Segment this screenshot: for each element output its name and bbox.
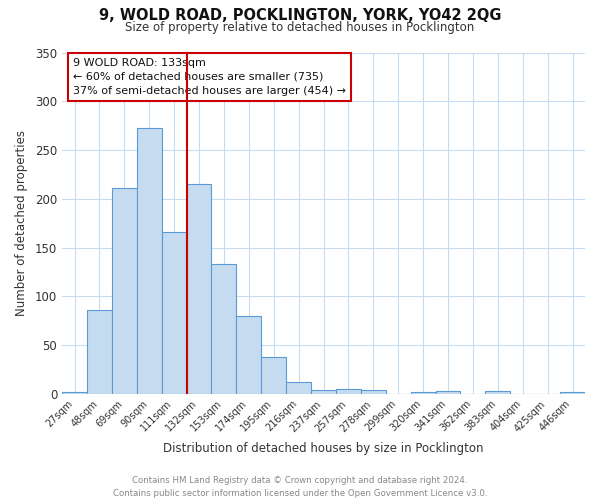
- Bar: [261, 356, 286, 394]
- Text: 9, WOLD ROAD, POCKLINGTON, YORK, YO42 2QG: 9, WOLD ROAD, POCKLINGTON, YORK, YO42 2Q…: [99, 8, 501, 22]
- Bar: [361, 390, 386, 394]
- Bar: [211, 264, 236, 394]
- Bar: [187, 184, 211, 394]
- Bar: [161, 232, 187, 394]
- Y-axis label: Number of detached properties: Number of detached properties: [15, 130, 28, 316]
- Bar: [560, 392, 585, 394]
- Bar: [137, 128, 161, 394]
- X-axis label: Distribution of detached houses by size in Pocklington: Distribution of detached houses by size …: [163, 442, 484, 455]
- Bar: [87, 310, 112, 394]
- Bar: [62, 392, 87, 394]
- Text: Size of property relative to detached houses in Pocklington: Size of property relative to detached ho…: [125, 21, 475, 34]
- Text: Contains HM Land Registry data © Crown copyright and database right 2024.
Contai: Contains HM Land Registry data © Crown c…: [113, 476, 487, 498]
- Bar: [336, 389, 361, 394]
- Bar: [236, 316, 261, 394]
- Bar: [286, 382, 311, 394]
- Bar: [410, 392, 436, 394]
- Bar: [436, 391, 460, 394]
- Bar: [311, 390, 336, 394]
- Text: 9 WOLD ROAD: 133sqm
← 60% of detached houses are smaller (735)
37% of semi-detac: 9 WOLD ROAD: 133sqm ← 60% of detached ho…: [73, 58, 346, 96]
- Bar: [485, 391, 510, 394]
- Bar: [112, 188, 137, 394]
